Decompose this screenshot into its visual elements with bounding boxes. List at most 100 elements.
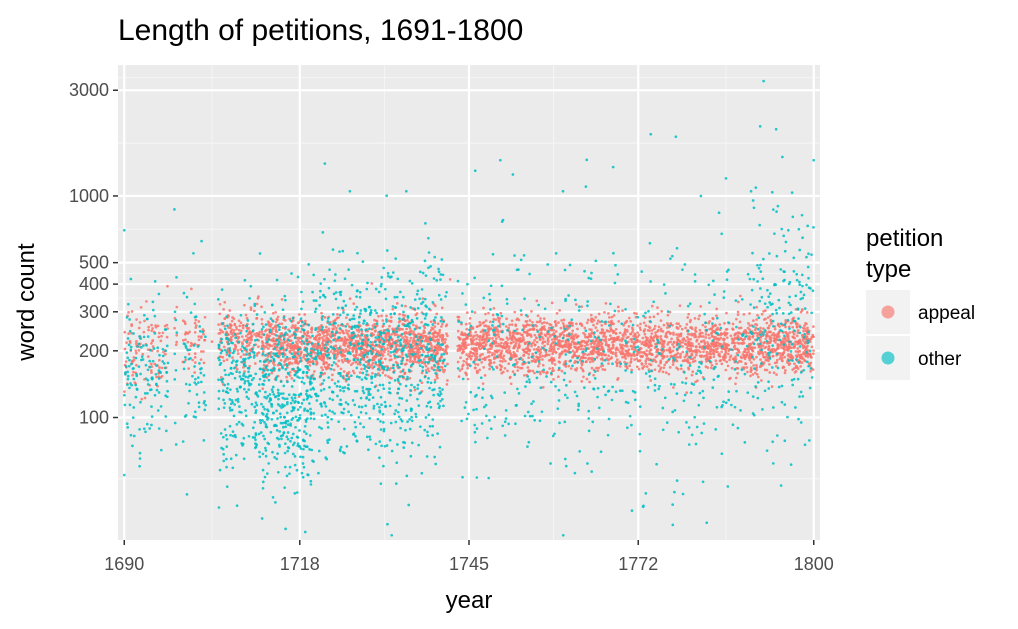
appeal-point bbox=[424, 368, 428, 372]
appeal-point bbox=[310, 326, 314, 330]
appeal-point bbox=[541, 358, 544, 361]
appeal-point bbox=[381, 319, 385, 322]
other-point bbox=[671, 410, 675, 414]
appeal-point bbox=[714, 344, 718, 347]
other-point bbox=[292, 367, 295, 371]
appeal-point bbox=[653, 327, 656, 331]
appeal-point bbox=[688, 333, 692, 336]
appeal-point bbox=[634, 349, 638, 352]
appeal-point bbox=[479, 353, 482, 357]
other-point bbox=[402, 310, 405, 314]
appeal-point bbox=[725, 336, 729, 340]
other-point bbox=[798, 331, 802, 335]
appeal-point bbox=[564, 340, 568, 344]
appeal-point bbox=[404, 304, 407, 308]
other-point bbox=[229, 388, 232, 392]
appeal-point bbox=[586, 318, 590, 322]
other-point bbox=[637, 348, 640, 352]
other-point bbox=[347, 268, 350, 271]
appeal-point bbox=[508, 334, 512, 337]
appeal-point bbox=[269, 322, 273, 326]
appeal-point bbox=[809, 369, 813, 373]
other-point bbox=[405, 399, 409, 402]
appeal-point bbox=[640, 342, 644, 346]
appeal-point bbox=[802, 329, 806, 333]
appeal-point bbox=[415, 350, 418, 353]
appeal-point bbox=[656, 306, 659, 309]
other-point bbox=[302, 381, 306, 385]
appeal-point bbox=[421, 336, 425, 340]
appeal-point bbox=[532, 328, 535, 332]
appeal-point bbox=[150, 371, 153, 374]
appeal-point bbox=[579, 366, 583, 370]
appeal-point bbox=[193, 330, 197, 334]
appeal-point bbox=[184, 338, 187, 342]
other-point bbox=[345, 378, 348, 381]
appeal-point bbox=[749, 366, 753, 370]
appeal-point bbox=[223, 324, 227, 328]
appeal-point bbox=[765, 368, 769, 372]
appeal-point bbox=[759, 358, 762, 361]
other-point bbox=[310, 347, 313, 351]
appeal-point bbox=[775, 373, 778, 376]
other-point bbox=[573, 471, 577, 475]
other-point bbox=[404, 384, 408, 388]
appeal-point bbox=[748, 324, 752, 327]
appeal-point bbox=[477, 345, 481, 349]
other-point bbox=[126, 370, 130, 374]
appeal-point bbox=[429, 328, 433, 332]
appeal-point bbox=[796, 322, 799, 326]
appeal-point bbox=[582, 347, 585, 351]
other-point bbox=[523, 297, 526, 301]
appeal-point bbox=[764, 358, 768, 362]
appeal-point bbox=[583, 344, 587, 348]
other-point bbox=[137, 365, 141, 368]
appeal-point bbox=[413, 388, 417, 392]
other-point bbox=[514, 422, 517, 426]
appeal-point bbox=[458, 346, 462, 350]
appeal-point bbox=[528, 319, 532, 322]
appeal-point bbox=[544, 334, 548, 338]
appeal-point bbox=[372, 333, 375, 337]
other-point bbox=[433, 455, 437, 459]
appeal-point bbox=[550, 301, 554, 305]
other-point bbox=[792, 256, 796, 260]
other-point bbox=[351, 317, 354, 321]
appeal-point bbox=[612, 339, 616, 343]
other-point bbox=[418, 326, 422, 330]
other-point bbox=[225, 437, 229, 441]
other-point bbox=[138, 457, 142, 460]
other-point bbox=[253, 405, 257, 409]
appeal-point bbox=[604, 343, 608, 347]
appeal-point bbox=[413, 357, 417, 361]
other-point bbox=[289, 439, 292, 443]
other-point bbox=[413, 352, 417, 356]
appeal-point bbox=[774, 341, 777, 344]
appeal-point bbox=[627, 325, 631, 328]
appeal-point bbox=[238, 324, 242, 328]
appeal-point bbox=[574, 341, 577, 345]
appeal-point bbox=[297, 339, 300, 342]
appeal-point bbox=[344, 341, 348, 345]
appeal-point bbox=[783, 371, 787, 375]
appeal-point bbox=[764, 334, 768, 338]
appeal-point bbox=[596, 369, 600, 372]
appeal-point bbox=[540, 332, 543, 336]
appeal-point bbox=[638, 326, 642, 330]
other-point bbox=[382, 429, 386, 433]
appeal-point bbox=[290, 377, 294, 380]
appeal-point bbox=[444, 324, 448, 328]
appeal-point bbox=[358, 324, 362, 328]
other-point bbox=[339, 398, 342, 402]
appeal-point bbox=[335, 349, 339, 353]
other-point bbox=[620, 322, 624, 326]
appeal-point bbox=[714, 323, 717, 327]
appeal-point bbox=[644, 359, 648, 363]
appeal-point bbox=[363, 335, 367, 338]
other-point bbox=[382, 266, 386, 270]
appeal-point bbox=[430, 344, 433, 348]
other-point bbox=[426, 380, 430, 384]
other-point bbox=[217, 397, 221, 400]
appeal-point bbox=[249, 306, 253, 309]
appeal-point bbox=[337, 351, 340, 355]
